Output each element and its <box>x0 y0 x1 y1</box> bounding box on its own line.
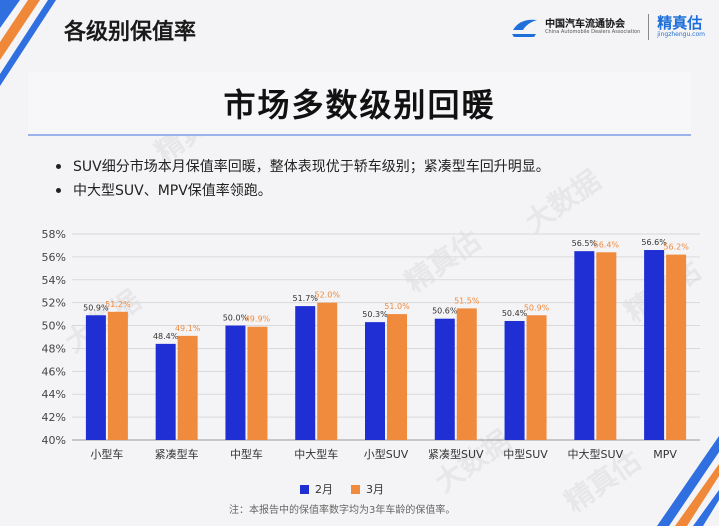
bullet-text: 中大型SUV、MPV保值率领跑。 <box>73 183 272 199</box>
data-label: 56.2% <box>663 243 689 252</box>
brand-logo: 精真估 <box>657 14 703 33</box>
x-tick-label: 小型SUV <box>364 447 409 461</box>
y-tick-label: 48% <box>42 342 66 355</box>
bar-mar <box>247 326 268 440</box>
data-label: 50.0% <box>223 314 249 323</box>
header-logos: 中国汽车流通协会 China Automobile Dealers Associ… <box>510 14 705 40</box>
y-tick-label: 54% <box>42 274 66 287</box>
data-label: 50.9% <box>524 303 550 312</box>
legend-swatch-feb <box>300 484 309 494</box>
data-label: 48.4% <box>153 332 179 341</box>
chart-footnote: 注：本报告中的保值率数字均为3年车龄的保值率。 <box>229 505 456 516</box>
data-label: 56.6% <box>641 238 667 247</box>
legend-item-feb: 2月 <box>300 481 333 497</box>
data-label: 51.2% <box>105 300 131 309</box>
bar-mar <box>526 315 547 440</box>
bar-mar <box>177 335 198 440</box>
bar-feb <box>365 322 385 440</box>
bar-feb <box>504 320 525 440</box>
legend-swatch-mar <box>351 484 360 494</box>
chart-legend: 2月 3月 <box>300 481 402 497</box>
section-title: 各级别保值率 <box>64 20 197 45</box>
data-label: 51.0% <box>384 302 410 311</box>
bullet-item: SUV细分市场本月保值率回暖，整体表现优于轿车级别；紧凑型车回升明显。 <box>56 154 550 178</box>
x-tick-label: 小型车 <box>90 447 123 461</box>
y-tick-label: 40% <box>42 434 66 447</box>
data-label: 50.4% <box>502 309 528 318</box>
data-label: 56.4% <box>594 240 620 249</box>
bar-chart: 40%42%44%46%48%50%52%54%56%58%50.9%51.2%… <box>42 228 700 461</box>
headline: 市场多数级别回暖 <box>223 86 496 124</box>
association-emblem-icon <box>510 14 540 40</box>
bullet-text: SUV细分市场本月保值率回暖，整体表现优于轿车级别；紧凑型车回升明显。 <box>73 159 550 175</box>
y-tick-label: 58% <box>42 228 66 241</box>
association-name: 中国汽车流通协会 <box>545 18 626 30</box>
legend-item-mar: 3月 <box>351 481 384 497</box>
bar-feb <box>434 318 455 440</box>
y-tick-label: 50% <box>42 320 66 333</box>
bar-feb <box>574 251 595 440</box>
bar-feb <box>85 315 106 440</box>
x-tick-label: 紧凑型SUV <box>428 447 484 461</box>
y-tick-label: 46% <box>42 365 66 378</box>
bar-mar <box>107 311 128 440</box>
x-tick-label: 中大型车 <box>294 447 338 461</box>
data-label: 50.3% <box>362 310 388 319</box>
bar-feb <box>155 343 176 440</box>
y-tick-label: 42% <box>42 411 66 424</box>
bullet-item: 中大型SUV、MPV保值率领跑。 <box>56 178 550 202</box>
bar-mar <box>666 254 687 440</box>
top-left-stripes <box>0 0 56 86</box>
data-label: 49.1% <box>175 324 201 333</box>
x-tick-label: 紧凑型车 <box>155 447 199 461</box>
bar-mar <box>456 308 477 440</box>
legend-label: 2月 <box>315 483 333 496</box>
y-tick-label: 56% <box>42 251 66 264</box>
bullet-dot-icon <box>56 163 61 169</box>
bar-feb <box>225 325 246 440</box>
bar-feb <box>644 250 665 440</box>
data-label: 56.5% <box>572 239 598 248</box>
bullet-dot-icon <box>56 187 61 193</box>
headline-banner: 市场多数级别回暖 <box>28 72 691 136</box>
bar-mar <box>596 252 617 440</box>
data-label: 51.5% <box>454 296 480 305</box>
x-tick-label: MPV <box>653 448 677 461</box>
bottom-right-stripes <box>657 436 719 526</box>
bar-mar <box>387 314 407 440</box>
y-tick-label: 44% <box>42 388 66 401</box>
x-tick-label: 中大型SUV <box>568 447 624 461</box>
x-tick-label: 中型SUV <box>503 447 548 461</box>
data-label: 52.0% <box>315 291 341 300</box>
data-label: 49.9% <box>245 315 271 324</box>
bullet-list: SUV细分市场本月保值率回暖，整体表现优于轿车级别；紧凑型车回升明显。 中大型S… <box>56 154 550 202</box>
bar-feb <box>295 306 316 440</box>
data-label: 50.9% <box>83 303 109 312</box>
data-label: 51.7% <box>293 294 319 303</box>
brand-url: jingzhengu.com <box>657 30 705 38</box>
data-label: 50.6% <box>432 307 458 316</box>
association-name-en: China Automobile Dealers Association <box>545 28 641 35</box>
legend-label: 3月 <box>366 483 384 496</box>
x-tick-label: 中型车 <box>230 447 263 461</box>
y-tick-label: 52% <box>42 297 66 310</box>
logo-divider <box>648 14 650 40</box>
bar-mar <box>317 302 338 440</box>
